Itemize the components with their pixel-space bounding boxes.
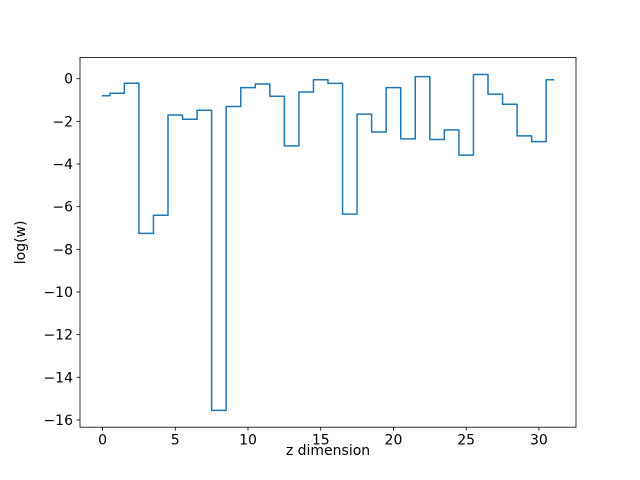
axis-ticks: 0 5 10 15 20 25 30 0 −2 −4 −6 −8 −10 −12 −14 −16 (43, 72, 547, 449)
y-tick-label: −8 (52, 242, 73, 258)
y-tick-label: −4 (52, 157, 73, 173)
x-tick-label: 15 (312, 433, 330, 449)
y-tick-label: −16 (43, 413, 73, 429)
x-axis-label: z dimension (286, 443, 370, 459)
y-tick-label: −12 (43, 328, 73, 344)
x-tick-label: 20 (385, 433, 403, 449)
data-series (101, 73, 555, 412)
y-tick-label: −6 (52, 200, 73, 216)
x-tick-label: 10 (239, 433, 257, 449)
x-tick-label: 5 (171, 433, 180, 449)
step-line (101, 73, 555, 412)
axes-frame (79, 57, 577, 428)
x-tick-label: 25 (457, 433, 475, 449)
y-tick-label: 0 (64, 72, 73, 88)
x-tick-label: 0 (98, 433, 107, 449)
x-tick-label: 30 (530, 433, 548, 449)
y-tick-label: −14 (43, 370, 73, 386)
y-axis-label: log(w) (13, 221, 29, 265)
y-tick-label: −10 (43, 285, 73, 301)
y-tick-label: −2 (52, 114, 73, 130)
